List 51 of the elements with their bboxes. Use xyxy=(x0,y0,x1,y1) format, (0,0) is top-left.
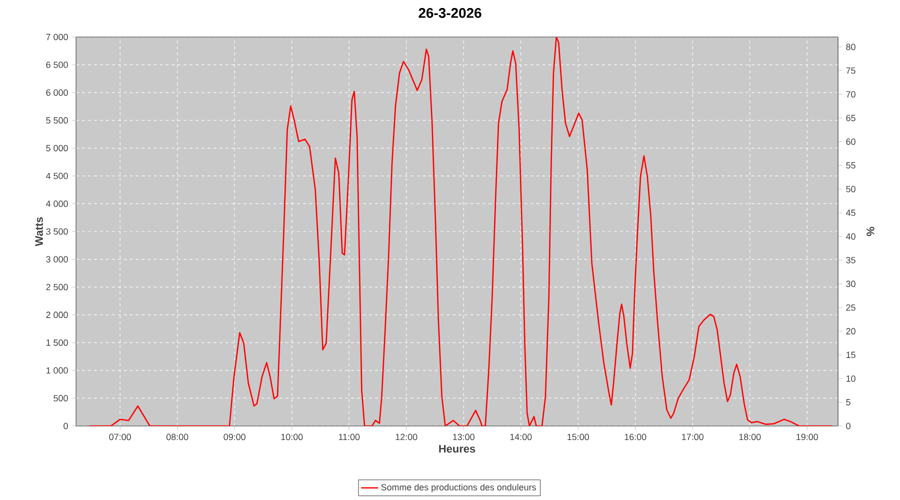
x-tick-label: 19:00 xyxy=(796,434,818,440)
y2-axis-title: % xyxy=(866,226,874,236)
line-series xyxy=(88,37,833,426)
y-tick-label: 2 500 xyxy=(46,284,68,290)
y-tick-label: 6 000 xyxy=(46,89,68,96)
x-tick-label: 17:00 xyxy=(682,434,704,440)
x-tick-label: 18:00 xyxy=(739,434,761,440)
y2-tick-label: 80 xyxy=(846,44,856,50)
x-tick-label: 09:00 xyxy=(224,434,246,440)
x-tick-label: 13:00 xyxy=(453,434,474,440)
y2-tick-label: 75 xyxy=(846,68,856,74)
y2-tick-label: 10 xyxy=(846,375,856,382)
x-tick-label: 14:00 xyxy=(510,434,532,440)
x-tick-label: 11:00 xyxy=(338,434,360,440)
y2-tick-label: 45 xyxy=(846,210,856,216)
x-axis-title: Heures xyxy=(439,444,476,453)
legend-label: Somme des productions des onduleurs xyxy=(381,484,536,492)
y-tick-label: 3 000 xyxy=(46,256,68,262)
x-tick-label: 10:00 xyxy=(281,434,303,440)
y2-tick-label: 30 xyxy=(846,280,856,288)
x-tick-label: 15:00 xyxy=(568,434,589,440)
chart-title: 26-3-2026 xyxy=(418,8,482,18)
y-tick-label: 500 xyxy=(54,395,68,402)
y2-tick-label: 40 xyxy=(846,233,856,240)
y2-tick-label: 5 xyxy=(846,399,850,406)
y-tick-label: 0 xyxy=(64,422,68,430)
y2-tick-label: 55 xyxy=(846,162,856,169)
y2-tick-label: 70 xyxy=(846,91,856,98)
y-tick-label: 3 500 xyxy=(46,228,68,235)
y-tick-label: 4 000 xyxy=(46,200,68,207)
x-tick-label: 07:00 xyxy=(109,434,131,440)
y-tick-label: 1 000 xyxy=(46,367,68,374)
y2-tick-label: 15 xyxy=(846,352,856,358)
y2-tick-label: 60 xyxy=(846,138,856,145)
y2-tick-label: 35 xyxy=(846,256,856,264)
y-tick-label: 4 500 xyxy=(46,172,68,180)
y2-tick-label: 25 xyxy=(846,304,856,311)
x-tick-label: 08:00 xyxy=(166,434,188,440)
y2-tick-label: 0 xyxy=(846,422,850,430)
y2-tick-label: 50 xyxy=(846,186,856,192)
x-tick-label: 16:00 xyxy=(624,434,646,440)
y-axis-title: Watts xyxy=(35,217,43,246)
y2-tick-label: 20 xyxy=(846,328,856,334)
x-tick-label: 12:00 xyxy=(396,434,418,440)
y-tick-label: 5 000 xyxy=(46,144,68,152)
y-tick-label: 2 000 xyxy=(46,312,68,318)
y-tick-label: 6 500 xyxy=(46,62,68,68)
y-tick-label: 1 500 xyxy=(46,339,68,346)
y2-tick-label: 65 xyxy=(846,114,856,122)
y-tick-label: 5 500 xyxy=(46,117,68,124)
y-tick-label: 7 000 xyxy=(46,34,68,40)
